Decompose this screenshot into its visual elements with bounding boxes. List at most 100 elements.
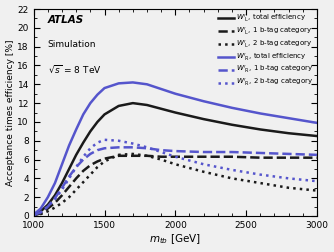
$W'_\mathrm{R}$, 2 b-tag category bbox=[96, 141, 100, 144]
$W'_\mathrm{R}$, 2 b-tag category bbox=[258, 173, 262, 176]
$W'_\mathrm{R}$, 2 b-tag category bbox=[39, 211, 43, 214]
$W'_\mathrm{L}$, total efficiency bbox=[145, 104, 149, 107]
$W'_\mathrm{R}$, 1 b-tag category bbox=[159, 149, 163, 152]
$W'_\mathrm{L}$, 1 b-tag category bbox=[287, 156, 291, 159]
Text: $\sqrt{s}$ = 8 TeV: $\sqrt{s}$ = 8 TeV bbox=[48, 63, 102, 75]
$W'_\mathrm{L}$, total efficiency bbox=[287, 132, 291, 135]
$W'_\mathrm{L}$, 1 b-tag category bbox=[88, 164, 92, 167]
$W'_\mathrm{L}$, 2 b-tag category bbox=[159, 158, 163, 161]
$W'_\mathrm{R}$, total efficiency bbox=[67, 144, 71, 147]
$W'_\mathrm{R}$, total efficiency bbox=[39, 207, 43, 210]
$W'_\mathrm{L}$, 2 b-tag category bbox=[74, 188, 78, 191]
Line: $W'_\mathrm{R}$, 2 b-tag category: $W'_\mathrm{R}$, 2 b-tag category bbox=[34, 140, 317, 215]
$W'_\mathrm{R}$, 2 b-tag category bbox=[103, 138, 107, 141]
$W'_\mathrm{L}$, 1 b-tag category bbox=[81, 169, 85, 172]
Line: $W'_\mathrm{L}$, total efficiency: $W'_\mathrm{L}$, total efficiency bbox=[34, 103, 317, 215]
$W'_\mathrm{L}$, 1 b-tag category bbox=[74, 177, 78, 180]
$W'_\mathrm{R}$, 1 b-tag category bbox=[81, 158, 85, 161]
$W'_\mathrm{L}$, total efficiency bbox=[60, 181, 64, 184]
Legend: $W'_\mathrm{L}$, total efficiency, $W'_\mathrm{L}$, 1 b-tag category, $W'_\mathr: $W'_\mathrm{L}$, total efficiency, $W'_\… bbox=[217, 11, 315, 90]
$W'_\mathrm{R}$, 2 b-tag category bbox=[81, 155, 85, 158]
$W'_\mathrm{R}$, total efficiency bbox=[74, 128, 78, 131]
$W'_\mathrm{R}$, 1 b-tag category bbox=[230, 150, 234, 153]
$W'_\mathrm{R}$, total efficiency bbox=[258, 112, 262, 115]
Text: Simulation: Simulation bbox=[48, 40, 96, 49]
Line: $W'_\mathrm{R}$, total efficiency: $W'_\mathrm{R}$, total efficiency bbox=[34, 82, 317, 215]
$W'_\mathrm{R}$, 2 b-tag category bbox=[117, 139, 121, 142]
$W'_\mathrm{L}$, 2 b-tag category bbox=[67, 196, 71, 199]
$W'_\mathrm{R}$, total efficiency bbox=[315, 121, 319, 124]
$W'_\mathrm{L}$, 2 b-tag category bbox=[53, 206, 57, 209]
$W'_\mathrm{L}$, 1 b-tag category bbox=[173, 155, 177, 158]
$W'_\mathrm{L}$, total efficiency bbox=[315, 135, 319, 138]
$W'_\mathrm{R}$, 1 b-tag category bbox=[60, 186, 64, 189]
$W'_\mathrm{R}$, 2 b-tag category bbox=[46, 205, 50, 208]
$W'_\mathrm{L}$, total efficiency bbox=[46, 203, 50, 206]
$W'_\mathrm{L}$, 1 b-tag category bbox=[230, 155, 234, 158]
$W'_\mathrm{L}$, total efficiency bbox=[32, 213, 36, 216]
$W'_\mathrm{L}$, 1 b-tag category bbox=[53, 201, 57, 204]
$W'_\mathrm{R}$, 2 b-tag category bbox=[230, 168, 234, 171]
$W'_\mathrm{L}$, 2 b-tag category bbox=[173, 163, 177, 166]
$W'_\mathrm{R}$, 1 b-tag category bbox=[103, 147, 107, 150]
$W'_\mathrm{R}$, 1 b-tag category bbox=[173, 150, 177, 153]
$W'_\mathrm{R}$, total efficiency bbox=[173, 92, 177, 95]
$W'_\mathrm{L}$, total efficiency bbox=[53, 194, 57, 197]
$W'_\mathrm{L}$, 2 b-tag category bbox=[202, 170, 206, 173]
$W'_\mathrm{R}$, total efficiency bbox=[96, 93, 100, 96]
$W'_\mathrm{L}$, 2 b-tag category bbox=[32, 214, 36, 217]
$W'_\mathrm{R}$, 2 b-tag category bbox=[74, 166, 78, 169]
$W'_\mathrm{L}$, 1 b-tag category bbox=[67, 185, 71, 188]
$W'_\mathrm{R}$, 2 b-tag category bbox=[315, 180, 319, 183]
$W'_\mathrm{L}$, total efficiency bbox=[88, 130, 92, 133]
$W'_\mathrm{L}$, 2 b-tag category bbox=[131, 152, 135, 155]
$W'_\mathrm{L}$, 1 b-tag category bbox=[117, 154, 121, 157]
$W'_\mathrm{L}$, total efficiency bbox=[173, 111, 177, 114]
$W'_\mathrm{L}$, 2 b-tag category bbox=[258, 181, 262, 184]
Text: ATLAS: ATLAS bbox=[48, 15, 84, 25]
$W'_\mathrm{L}$, 1 b-tag category bbox=[32, 214, 36, 217]
$W'_\mathrm{R}$, total efficiency bbox=[131, 81, 135, 84]
$W'_\mathrm{L}$, 1 b-tag category bbox=[60, 194, 64, 197]
$W'_\mathrm{L}$, 1 b-tag category bbox=[202, 155, 206, 158]
$W'_\mathrm{R}$, 2 b-tag category bbox=[67, 177, 71, 180]
$W'_\mathrm{R}$, 2 b-tag category bbox=[145, 146, 149, 149]
$W'_\mathrm{L}$, 1 b-tag category bbox=[39, 212, 43, 215]
$W'_\mathrm{R}$, total efficiency bbox=[32, 213, 36, 216]
$W'_\mathrm{L}$, total efficiency bbox=[258, 128, 262, 131]
Line: $W'_\mathrm{L}$, 2 b-tag category: $W'_\mathrm{L}$, 2 b-tag category bbox=[34, 154, 317, 215]
$W'_\mathrm{R}$, 2 b-tag category bbox=[88, 147, 92, 150]
$W'_\mathrm{R}$, 2 b-tag category bbox=[32, 214, 36, 217]
$W'_\mathrm{R}$, 1 b-tag category bbox=[202, 150, 206, 153]
$W'_\mathrm{L}$, total efficiency bbox=[202, 118, 206, 121]
Line: $W'_\mathrm{R}$, 1 b-tag category: $W'_\mathrm{R}$, 1 b-tag category bbox=[34, 147, 317, 215]
$W'_\mathrm{R}$, 1 b-tag category bbox=[287, 152, 291, 155]
$W'_\mathrm{L}$, 2 b-tag category bbox=[117, 153, 121, 156]
$W'_\mathrm{L}$, total efficiency bbox=[230, 123, 234, 126]
$W'_\mathrm{R}$, total efficiency bbox=[60, 163, 64, 166]
$W'_\mathrm{R}$, 1 b-tag category bbox=[315, 153, 319, 156]
$W'_\mathrm{R}$, 1 b-tag category bbox=[67, 175, 71, 178]
$W'_\mathrm{R}$, total efficiency bbox=[287, 117, 291, 120]
$W'_\mathrm{R}$, 2 b-tag category bbox=[287, 177, 291, 180]
$W'_\mathrm{R}$, 1 b-tag category bbox=[53, 197, 57, 200]
$W'_\mathrm{R}$, 1 b-tag category bbox=[131, 146, 135, 149]
$W'_\mathrm{R}$, total efficiency bbox=[145, 83, 149, 86]
$W'_\mathrm{R}$, 1 b-tag category bbox=[88, 152, 92, 155]
$W'_\mathrm{L}$, 1 b-tag category bbox=[96, 160, 100, 163]
$W'_\mathrm{L}$, 2 b-tag category bbox=[81, 181, 85, 184]
$W'_\mathrm{R}$, 1 b-tag category bbox=[258, 151, 262, 154]
$W'_\mathrm{L}$, 2 b-tag category bbox=[230, 177, 234, 180]
$W'_\mathrm{L}$, total efficiency bbox=[81, 141, 85, 144]
$W'_\mathrm{L}$, 2 b-tag category bbox=[46, 210, 50, 213]
$W'_\mathrm{R}$, total efficiency bbox=[159, 87, 163, 90]
$W'_\mathrm{L}$, total efficiency bbox=[96, 120, 100, 123]
$W'_\mathrm{L}$, total efficiency bbox=[39, 210, 43, 213]
$W'_\mathrm{R}$, 1 b-tag category bbox=[145, 147, 149, 150]
$W'_\mathrm{R}$, total efficiency bbox=[53, 181, 57, 184]
$W'_\mathrm{L}$, 1 b-tag category bbox=[131, 154, 135, 157]
$W'_\mathrm{L}$, 2 b-tag category bbox=[103, 160, 107, 163]
$W'_\mathrm{L}$, 2 b-tag category bbox=[88, 173, 92, 176]
Line: $W'_\mathrm{L}$, 1 b-tag category: $W'_\mathrm{L}$, 1 b-tag category bbox=[34, 156, 317, 215]
$W'_\mathrm{R}$, total efficiency bbox=[103, 86, 107, 89]
